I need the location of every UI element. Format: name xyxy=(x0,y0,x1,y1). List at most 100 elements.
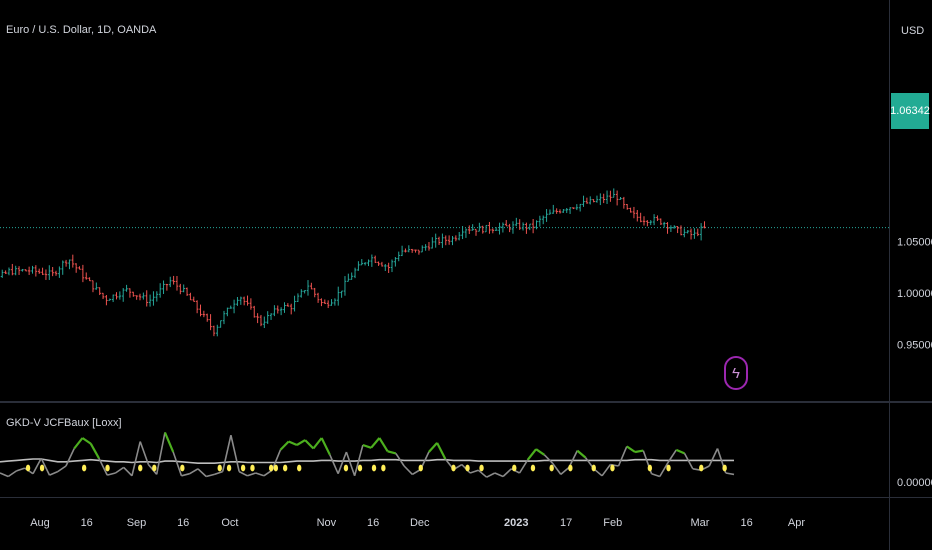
indicator-title[interactable]: GKD-V JCFBaux [Loxx] xyxy=(6,417,122,429)
lightning-bolt-icon[interactable]: ϟ xyxy=(724,356,748,390)
oscillator-segment xyxy=(107,472,116,476)
oscillator-segment xyxy=(40,457,51,476)
oscillator-segment xyxy=(626,445,636,453)
oscillator-segment xyxy=(560,466,570,476)
signal-dot xyxy=(282,464,288,472)
pane-divider[interactable] xyxy=(0,401,932,403)
signal-dot xyxy=(568,464,573,472)
oscillator-segment xyxy=(255,472,265,477)
oscillator-segment xyxy=(486,472,496,478)
y-tick-label: 1.05000 xyxy=(897,237,932,249)
oscillator-segment xyxy=(675,448,685,455)
x-tick-label: Sep xyxy=(127,517,147,529)
signal-dot xyxy=(666,464,671,472)
signal-dot xyxy=(81,464,87,472)
oscillator-segment xyxy=(238,470,248,477)
oscillator-segment xyxy=(172,451,183,477)
oscillator-segment xyxy=(221,435,232,472)
oscillator-segment xyxy=(312,437,323,450)
oscillator-segment xyxy=(49,470,59,476)
oscillator-segment xyxy=(551,462,562,475)
signal-dot xyxy=(217,464,222,472)
oscillator-segment xyxy=(131,441,141,476)
oscillator-segment xyxy=(387,450,397,455)
signal-dot xyxy=(180,464,185,472)
signal-dot xyxy=(226,464,232,472)
x-tick-label: 16 xyxy=(367,517,379,529)
oscillator-segment xyxy=(345,451,356,477)
oscillator-segment xyxy=(155,432,166,475)
signal-dot xyxy=(530,464,536,472)
x-tick-label: Oct xyxy=(221,517,238,529)
oscillator-segment xyxy=(518,459,529,474)
oscillator-segment xyxy=(247,472,256,477)
signal-dot xyxy=(152,464,157,472)
oscillator-segment xyxy=(214,470,223,476)
signal-dot xyxy=(418,464,423,472)
x-tick-label: Dec xyxy=(410,517,430,529)
oscillator-segment xyxy=(73,437,84,450)
x-tick-label: Aug xyxy=(30,517,50,529)
signal-dot xyxy=(273,464,279,472)
signal-dot xyxy=(268,464,274,472)
oscillator-segment xyxy=(271,449,282,471)
oscillator-segment xyxy=(469,469,479,474)
signal-dot xyxy=(39,464,45,472)
signal-dot xyxy=(357,464,363,472)
oscillator-segment xyxy=(139,441,150,465)
signal-dot xyxy=(722,464,727,472)
oscillator-segment xyxy=(651,472,661,478)
oscillator-segment xyxy=(288,440,298,447)
signal-dot xyxy=(381,464,386,472)
signal-dot xyxy=(138,464,143,472)
oscillator-segment xyxy=(123,466,133,477)
oscillator-segment xyxy=(98,457,108,476)
oscillator-segment xyxy=(296,439,306,446)
oscillator-segment xyxy=(0,472,9,478)
oscillator-segment xyxy=(634,449,644,454)
oscillator-segment xyxy=(205,473,215,478)
signal-dot xyxy=(297,464,302,472)
oscillator-segment xyxy=(32,457,42,475)
oscillator-segment xyxy=(477,469,488,478)
x-tick-label: Nov xyxy=(317,517,337,529)
oscillator-segment xyxy=(197,468,207,478)
signal-dot xyxy=(25,464,31,472)
oscillator-segment xyxy=(568,450,579,468)
oscillator-segment xyxy=(189,468,199,475)
currency-label[interactable]: USD xyxy=(901,25,925,37)
x-tick-label: 16 xyxy=(741,517,753,529)
oscillator-segment xyxy=(16,467,25,472)
signal-dot xyxy=(250,464,255,472)
signal-dot xyxy=(479,464,484,472)
oscillator-segment xyxy=(378,437,389,452)
x-tick-label: 16 xyxy=(177,517,189,529)
x-tick-label: Apr xyxy=(788,517,805,529)
oscillator-segment xyxy=(526,448,537,461)
signal-dot xyxy=(451,464,456,472)
oscillator-segment xyxy=(353,444,364,477)
oscillator-segment xyxy=(601,464,611,477)
indicator-pane xyxy=(0,431,735,478)
signal-dot xyxy=(105,464,110,472)
signal-dot xyxy=(610,464,615,472)
oscillator-segment xyxy=(659,462,669,477)
oscillator-segment xyxy=(362,443,372,449)
oscillator-segment xyxy=(436,442,447,460)
symbol-title[interactable]: Euro / U.S. Dollar, 1D, OANDA xyxy=(6,24,157,36)
oscillator-segment xyxy=(667,449,677,463)
x-tick-label: Feb xyxy=(603,517,622,529)
oscillator-segment xyxy=(181,472,190,477)
oscillator-segment xyxy=(279,440,290,451)
signal-dot xyxy=(591,464,596,472)
time-axis[interactable]: Aug 16 Sep 16 Oct Nov 16 Dec 2023 17 Feb Mar 16 Apr xyxy=(30,517,805,529)
oscillator-segment xyxy=(502,468,512,478)
oscillator-segment xyxy=(370,437,381,449)
x-tick-label: 2023 xyxy=(504,517,528,529)
oscillator-segment xyxy=(683,453,694,470)
oscillator-segment xyxy=(395,452,405,467)
